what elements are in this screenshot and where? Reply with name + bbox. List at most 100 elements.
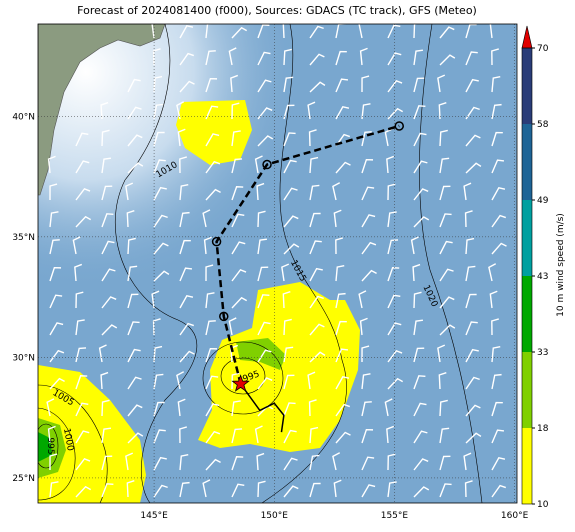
wind-barb bbox=[439, 240, 453, 255]
wind-barb bbox=[203, 236, 212, 255]
colorbar-tick-label: 10 bbox=[537, 500, 549, 510]
wind-barb bbox=[205, 133, 220, 147]
wind-barb bbox=[75, 160, 90, 174]
wind-barb bbox=[49, 183, 58, 201]
wind-barb bbox=[335, 78, 349, 93]
wind-barb bbox=[153, 484, 168, 498]
lat-label: 25°N bbox=[12, 474, 35, 484]
wind-barb bbox=[465, 51, 478, 66]
wind-barb bbox=[257, 135, 274, 147]
wind-barb bbox=[205, 292, 215, 309]
wind-barb bbox=[231, 428, 243, 444]
wind-barb bbox=[283, 104, 295, 120]
wind-barb bbox=[491, 214, 507, 228]
wind-barb bbox=[387, 239, 399, 255]
wind-barb bbox=[413, 486, 430, 498]
colorbar-tick-label: 58 bbox=[537, 120, 549, 130]
wind-barb bbox=[231, 213, 245, 228]
wind-barb bbox=[257, 480, 266, 498]
colorbar-segment bbox=[522, 124, 532, 200]
wind-barb bbox=[205, 403, 220, 417]
wind-barb bbox=[100, 371, 109, 390]
wind-barb bbox=[465, 321, 478, 336]
lon-label: 145°E bbox=[140, 511, 168, 521]
wind-barb bbox=[412, 263, 421, 282]
wind-barb bbox=[257, 24, 270, 39]
colorbar-segment bbox=[522, 428, 532, 504]
axis-labels: 145°E 150°E 155°E 160°E 25°N 30°N 35°N 40°N bbox=[12, 112, 528, 521]
wind-barb bbox=[283, 187, 298, 201]
wind-barb bbox=[202, 209, 211, 228]
wind-barb bbox=[439, 185, 451, 201]
wind-barb bbox=[361, 186, 375, 201]
wind-barb bbox=[205, 50, 216, 66]
wind-barb bbox=[465, 404, 481, 417]
wind-barb bbox=[179, 426, 188, 444]
wind-barb bbox=[179, 24, 194, 39]
wind-barb bbox=[257, 107, 273, 120]
track bbox=[211, 121, 404, 433]
wind-barb bbox=[335, 292, 346, 309]
wind-barb bbox=[153, 131, 165, 147]
wind-barb bbox=[257, 79, 272, 93]
wind-barb bbox=[179, 239, 191, 255]
wind-barb bbox=[387, 52, 402, 66]
wind-barb bbox=[387, 107, 404, 120]
isobar-label: 995 bbox=[45, 437, 55, 454]
wind-barb bbox=[439, 427, 450, 444]
wind-barb bbox=[179, 481, 190, 498]
lon-label: 155°E bbox=[381, 511, 409, 521]
wind-barb bbox=[153, 159, 166, 174]
wind-barb bbox=[439, 324, 456, 336]
wind-barb bbox=[439, 129, 448, 147]
wind-barb bbox=[101, 157, 112, 174]
forecast-track bbox=[215, 124, 400, 385]
wind-barb bbox=[49, 211, 59, 228]
wind-barb bbox=[491, 429, 505, 444]
wind-barb bbox=[49, 322, 64, 336]
wind-barb bbox=[439, 26, 455, 39]
wind-barb bbox=[153, 401, 165, 417]
wind-barb bbox=[413, 77, 425, 93]
wind-barb bbox=[384, 398, 393, 417]
wind-barb bbox=[387, 211, 397, 228]
wind-barb bbox=[75, 457, 91, 471]
wind-barb bbox=[231, 456, 244, 471]
wind-barb bbox=[231, 268, 247, 282]
wind-barb bbox=[439, 213, 452, 228]
wind-barb bbox=[179, 294, 194, 309]
wind-barb bbox=[75, 402, 89, 417]
colorbar-segment bbox=[522, 276, 532, 352]
wind-barb bbox=[75, 485, 92, 498]
wind-barb bbox=[101, 185, 113, 201]
wind-barb bbox=[491, 103, 502, 120]
lon-label: 160°E bbox=[501, 511, 529, 521]
wind-barb bbox=[75, 187, 91, 201]
wind-barb bbox=[359, 47, 368, 66]
wind-barb bbox=[309, 426, 319, 444]
wind-barb bbox=[464, 210, 473, 228]
wind-barb bbox=[282, 291, 291, 309]
wind-barb bbox=[333, 209, 342, 228]
wind-barb bbox=[153, 373, 164, 390]
wind-barb bbox=[361, 401, 372, 417]
wind-barb bbox=[101, 427, 112, 444]
wind-barb bbox=[387, 24, 401, 39]
wind-barb bbox=[465, 24, 477, 39]
wind-barb bbox=[387, 183, 396, 201]
wind-barb bbox=[309, 156, 319, 174]
wind-barb bbox=[101, 268, 116, 282]
wind-barb bbox=[413, 375, 426, 390]
wind-barb bbox=[125, 182, 134, 201]
wind-barb bbox=[332, 452, 341, 471]
wind-barb bbox=[413, 105, 426, 120]
wind-barb bbox=[176, 101, 185, 120]
track-point bbox=[211, 236, 222, 247]
wind-barb bbox=[127, 265, 138, 282]
wind-barb bbox=[465, 106, 480, 120]
wind-barb bbox=[127, 293, 139, 309]
wind-barb bbox=[309, 212, 321, 228]
wind-barb bbox=[387, 79, 403, 93]
wind-barb bbox=[464, 480, 473, 498]
wind-barb bbox=[439, 399, 448, 417]
